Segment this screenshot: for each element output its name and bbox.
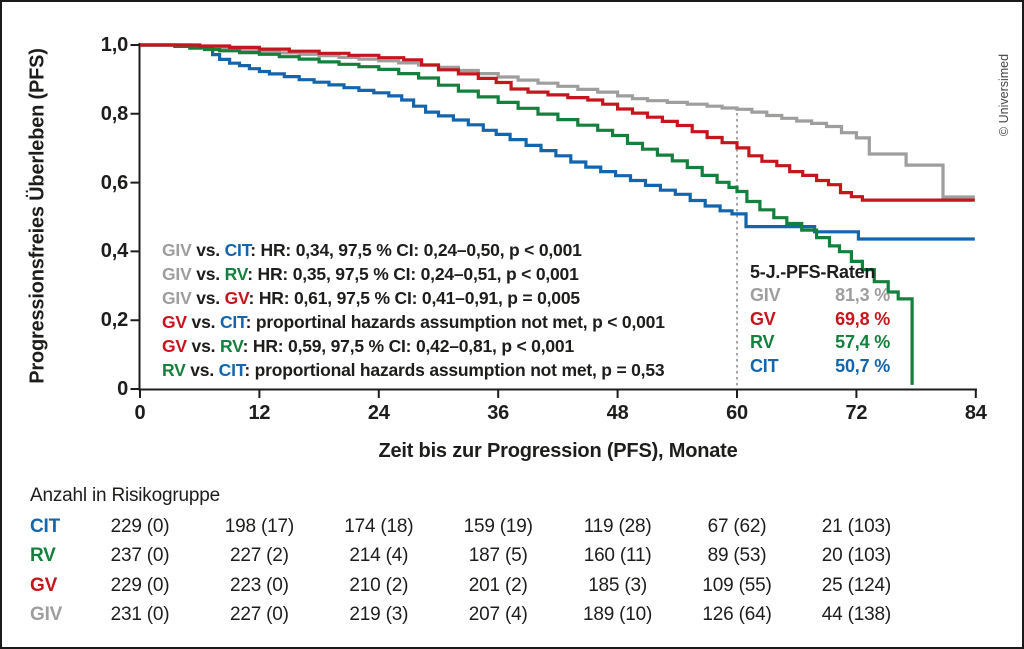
five-year-pfs-rates-box: 5-J.-PFS-Raten GIV 81,3 % GV 69,8 % RV 57,4 %… [750, 260, 890, 379]
y-tick-label: 0,4 [100, 240, 128, 263]
risk-value: 89 (53) [707, 545, 767, 567]
y-tick-label: 0 [117, 378, 128, 400]
x-tick-label: 0 [134, 402, 146, 424]
risk-value: 201 (2) [468, 574, 528, 596]
risk-value: 214 (4) [349, 545, 409, 567]
copyright-label: © Universimed [997, 53, 1011, 137]
stat-line: GIV vs. GV: HR: 0,61, 97,5 % CI: 0,41–0,… [162, 288, 580, 308]
stat-line: RV vs. CIT: proportional hazards assumpt… [162, 360, 665, 380]
y-axis-ticks [130, 44, 140, 390]
stat-line: GIV vs. RV: HR: 0,35, 97,5 % CI: 0,24–0,… [162, 264, 579, 284]
x-tick-label: 84 [964, 402, 987, 424]
x-axis-title: Zeit bis zur Progression (PFS), Monate [378, 440, 738, 462]
rate-row-value: 57,4 % [835, 332, 890, 353]
risk-value: 223 (0) [229, 574, 289, 596]
rate-row-label: RV [750, 332, 775, 353]
x-axis-ticks [139, 389, 977, 398]
risk-row-label: CIT [30, 516, 61, 537]
risk-value: 231 (0) [110, 604, 170, 626]
risk-value: 159 (19) [463, 516, 533, 537]
risk-value: 227 (0) [229, 604, 289, 626]
risk-value: 187 (5) [468, 545, 528, 567]
risk-value: 44 (138) [821, 604, 891, 626]
risk-value: 229 (0) [110, 574, 170, 596]
risk-row-label: GV [30, 574, 58, 596]
risk-value: 67 (62) [707, 516, 767, 537]
risk-value: 20 (103) [821, 545, 891, 567]
km-curve-cit [140, 43, 975, 241]
risk-value: 219 (3) [349, 604, 409, 626]
risk-value: 227 (2) [229, 545, 289, 567]
rate-row: GIV 81,3 % [750, 284, 890, 308]
risk-row-label: GIV [30, 604, 63, 626]
risk-value: 210 (2) [349, 574, 409, 596]
risk-value: 174 (18) [344, 516, 414, 537]
rate-row-value: 81,3 % [835, 285, 890, 305]
risk-value: 198 (17) [224, 516, 294, 537]
rate-row-value: 69,8 % [835, 308, 890, 329]
risk-value: 160 (11) [583, 545, 652, 567]
risk-value: 237 (0) [110, 545, 170, 567]
stat-line: GIV vs. CIT: HR: 0,34, 97,5 % CI: 0,24–0… [162, 240, 582, 260]
y-axis-title: Progressionsfreies Überleben (PFS) [26, 48, 49, 384]
x-tick-label: 24 [367, 402, 390, 424]
risk-value: 185 (3) [588, 574, 647, 596]
risk-value: 119 (28) [583, 516, 652, 537]
y-tick-label: 0,8 [100, 102, 128, 125]
rate-row-label: GIV [750, 285, 781, 305]
rate-row-label: GV [750, 308, 776, 329]
y-tick-label: 1,0 [100, 34, 128, 56]
km-curve-rv [140, 43, 914, 385]
rate-row-label: CIT [750, 356, 779, 377]
stat-line: GV vs. CIT: proportinal hazards assumpti… [162, 312, 665, 332]
rate-row-value: 50,7 % [835, 356, 890, 377]
rates-rows: GIV 81,3 % GV 69,8 % RV 57,4 % CIT 50,7 % [750, 284, 890, 379]
y-tick-label: 0,2 [100, 309, 128, 332]
risk-value: 25 (124) [821, 574, 891, 596]
x-tick-label: 48 [606, 402, 629, 424]
rate-row: GV 69,8 % [750, 308, 890, 332]
risk-value: 229 (0) [110, 516, 170, 537]
x-tick-label: 72 [845, 402, 868, 424]
risk-table-title: Anzahl in Risikogruppe [30, 485, 220, 506]
risk-value: 21 (103) [821, 516, 891, 537]
stat-line: GV vs. RV: HR: 0,59, 97,5 % CI: 0,42–0,8… [162, 336, 574, 356]
rate-row: RV 57,4 % [750, 331, 890, 355]
km-curve-gv [140, 43, 975, 202]
risk-value: 207 (4) [468, 604, 528, 626]
x-tick-label: 12 [248, 402, 271, 424]
rate-row: CIT 50,7 % [750, 355, 890, 379]
y-tick-label: 0,6 [100, 171, 128, 194]
rates-box-title: 5-J.-PFS-Raten [750, 262, 876, 282]
risk-row-label: RV [30, 545, 56, 567]
risk-value: 109 (55) [702, 574, 772, 596]
risk-value: 189 (10) [583, 604, 653, 626]
km-curve-giv [140, 43, 975, 199]
risk-value: 126 (64) [702, 604, 772, 626]
stats-annotations: GIV vs. CIT: HR: 0,34, 97,5 % CI: 0,24–0… [162, 238, 665, 382]
x-tick-label: 36 [487, 402, 510, 424]
x-tick-label: 60 [726, 402, 748, 424]
